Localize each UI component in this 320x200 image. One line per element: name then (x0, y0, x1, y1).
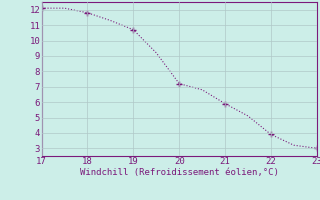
X-axis label: Windchill (Refroidissement éolien,°C): Windchill (Refroidissement éolien,°C) (80, 168, 279, 177)
